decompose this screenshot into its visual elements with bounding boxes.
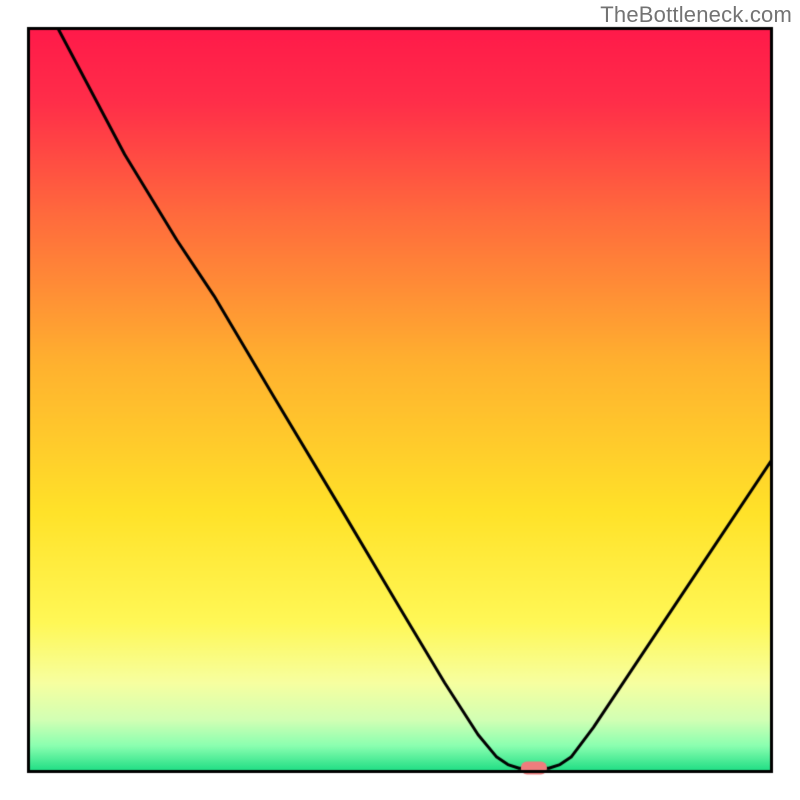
bottleneck-chart	[0, 0, 800, 800]
watermark-text: TheBottleneck.com	[600, 2, 792, 28]
